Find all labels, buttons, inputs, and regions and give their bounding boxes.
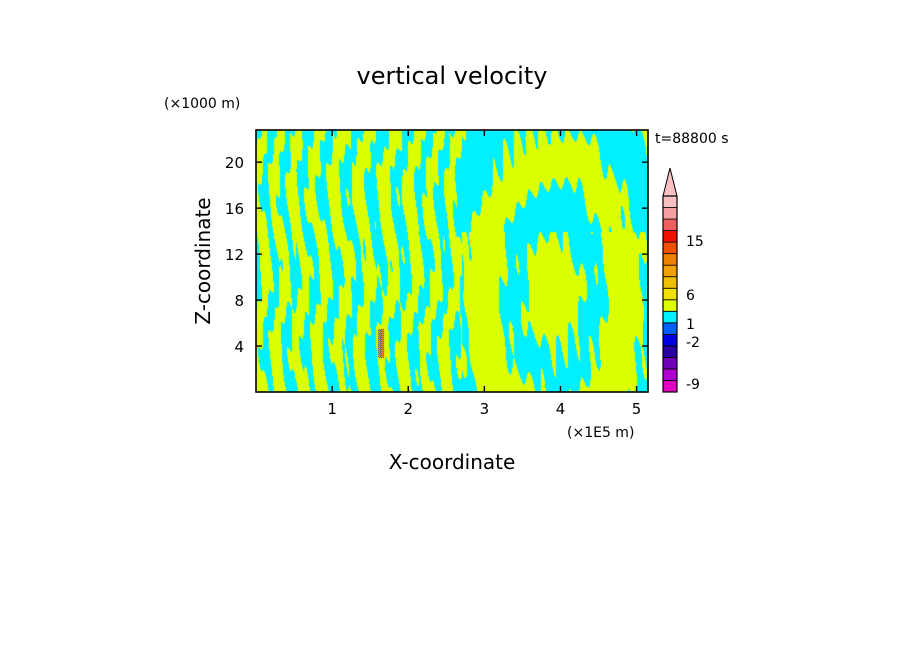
- chart-title: vertical velocity: [357, 62, 548, 90]
- x-unit-label: (×1E5 m): [567, 425, 634, 441]
- colorbar-label: 6: [686, 288, 695, 304]
- field-contours: [256, 130, 648, 392]
- colorbar-segment: [662, 207, 678, 220]
- colorbar-label: 1: [686, 317, 695, 333]
- y-unit-label: (×1000 m): [164, 96, 240, 112]
- colorbar-extension: [662, 167, 678, 197]
- plot-frame: [255, 129, 649, 393]
- colorbar-segment: [662, 241, 678, 255]
- time-label: t=88800 s: [655, 131, 729, 147]
- y-tick-label: 20: [225, 154, 244, 172]
- colorbar-segment: [662, 310, 678, 324]
- colorbar-segment: [662, 253, 678, 266]
- x-tick-label: 3: [480, 400, 490, 418]
- colorbar-segment: [662, 195, 678, 208]
- colorbar-segment: [662, 333, 678, 347]
- x-tick-label: 1: [327, 400, 337, 418]
- y-axis-title: Z-coordinate: [191, 197, 215, 324]
- x-tick-label: 2: [403, 400, 413, 418]
- colorbar: -9 -2 1 6 15: [662, 167, 704, 393]
- y-axis: 4 8 12 16 20: [225, 154, 648, 356]
- colorbar-segment: [662, 357, 678, 370]
- colorbar-frame: [662, 195, 678, 393]
- colorbar-segment: [662, 299, 678, 312]
- y-tick-label: 12: [225, 246, 244, 264]
- colorbar-label: -2: [686, 335, 700, 351]
- colorbar-segment: [662, 276, 678, 289]
- y-tick-label: 8: [234, 292, 244, 310]
- colorbar-segment: [662, 368, 678, 381]
- colorbar-label: -9: [686, 377, 700, 393]
- colorbar-segment: [662, 322, 678, 335]
- colorbar-segment: [662, 264, 678, 278]
- y-tick-label: 4: [234, 338, 244, 356]
- x-axis-title: X-coordinate: [389, 450, 516, 474]
- colorbar-label: 15: [686, 234, 704, 250]
- field-image: [256, 130, 648, 392]
- colorbar-segment: [662, 345, 678, 358]
- colorbar-segment: [662, 380, 678, 393]
- colorbar-segment: [662, 287, 678, 301]
- y-tick-label: 16: [225, 200, 244, 218]
- x-axis: 1 2 3 4 5: [327, 130, 641, 418]
- x-tick-label: 5: [632, 400, 642, 418]
- colorbar-segment: [662, 230, 678, 243]
- x-tick-label: 4: [556, 400, 566, 418]
- colorbar-segment: [662, 218, 678, 231]
